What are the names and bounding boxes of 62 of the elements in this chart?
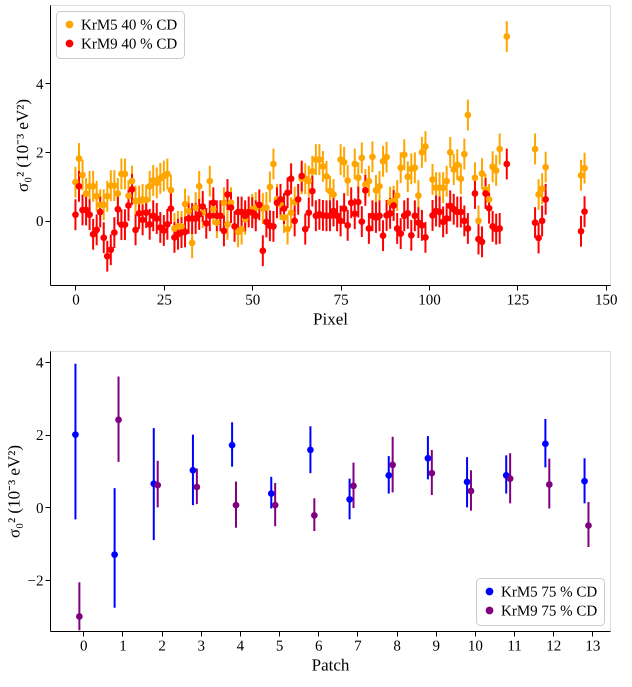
x-tick-label: 2: [158, 638, 166, 654]
point: [346, 496, 353, 503]
point: [228, 442, 236, 449]
point: [389, 461, 396, 468]
y-tick-label: −2: [28, 574, 44, 590]
y-axis-title: σ₀² (10⁻³ eV²): [13, 98, 32, 192]
x-tick-label: 3: [198, 638, 206, 654]
y-tick-label: 2: [36, 428, 44, 444]
x-tick-label: 8: [393, 638, 401, 654]
y-tick-label: 4: [36, 355, 44, 372]
point: [464, 478, 470, 486]
x-tick-label: 75: [334, 292, 349, 308]
point: [307, 446, 314, 454]
x-tick-label: 13: [585, 638, 600, 654]
point: [428, 470, 436, 477]
legend-label: KrM5 40 % CD: [81, 18, 178, 34]
point: [506, 475, 514, 482]
legend-label: KrM9 75 % CD: [501, 604, 598, 620]
point: [424, 454, 432, 462]
x-tick-label: 11: [507, 638, 522, 654]
point: [468, 488, 474, 494]
x-tick-label: 0: [80, 638, 88, 654]
point: [581, 478, 588, 485]
x-tick-label: 125: [506, 292, 530, 308]
x-tick-label: 10: [468, 638, 483, 654]
x-axis-title: Pixel: [313, 310, 348, 328]
x-tick-label: 100: [418, 292, 441, 308]
x-tick-label: 12: [546, 638, 562, 654]
point: [72, 431, 79, 438]
y-tick-label: 0: [36, 214, 44, 230]
legend-label: KrM9 40 % CD: [81, 36, 178, 52]
x-tick-label: 50: [245, 292, 260, 308]
point: [385, 472, 392, 479]
point: [115, 416, 122, 424]
y-tick-label: 4: [36, 76, 44, 93]
x-tick-label: 25: [156, 292, 172, 308]
x-axis-title: Patch: [312, 656, 350, 674]
x-tick-label: 4: [236, 638, 245, 654]
point: [154, 482, 162, 489]
point: [310, 512, 318, 519]
point: [542, 440, 549, 448]
x-tick-label: 9: [432, 638, 440, 654]
legend-label: KrM5 75 % CD: [501, 584, 598, 600]
x-tick-label: 1: [119, 638, 127, 654]
point: [232, 502, 240, 509]
point: [190, 466, 196, 474]
x-tick-label: 6: [315, 638, 323, 654]
x-tick-label: 7: [354, 638, 362, 654]
point: [194, 484, 200, 490]
y-axis-title: σ₀² (10⁻³ eV²): [4, 444, 24, 538]
point: [585, 522, 592, 529]
x-tick-label: 0: [72, 292, 80, 308]
point: [272, 502, 279, 509]
point: [268, 490, 275, 497]
x-tick-label: 150: [595, 292, 618, 308]
point: [546, 481, 553, 488]
x-tick-label: 5: [276, 638, 284, 654]
point: [76, 613, 83, 620]
y-tick-label: 2: [36, 146, 44, 162]
point: [111, 551, 118, 558]
y-tick-label: 0: [36, 500, 44, 517]
point: [350, 482, 357, 490]
